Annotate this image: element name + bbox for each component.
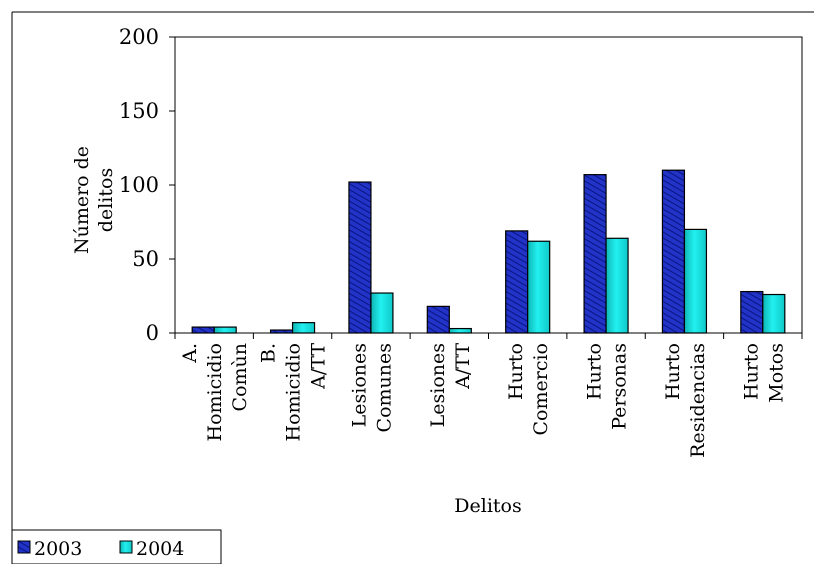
bar-2003-4: [505, 230, 529, 334]
x-tick-label-line: Comunes: [373, 343, 395, 432]
x-tick-label-line: Personas: [609, 343, 631, 430]
x-tick-label-line: Motos: [765, 343, 787, 403]
bar-2004-6: [683, 228, 708, 334]
x-tick-label-line: Homicidio: [204, 343, 226, 442]
bar-2004-3: [448, 327, 472, 334]
bar-2003-2: [348, 181, 372, 334]
plot-area: [174, 36, 803, 334]
x-tick-label-line: B.: [258, 343, 280, 363]
bar-2003-7: [740, 290, 764, 334]
x-tick-label-line: A/TT: [452, 343, 474, 390]
bar-2003-1: [269, 329, 294, 334]
y-tick-label: 200: [119, 25, 159, 49]
x-tick-label: Hurto Residencias: [662, 343, 709, 458]
x-tick-label-line: Homicidio: [283, 343, 305, 442]
bar-2004-7: [762, 293, 786, 334]
legend: 2003 2004: [11, 529, 222, 564]
y-tick-label: 150: [119, 99, 159, 123]
x-tick-label-line: Lesiones: [427, 343, 449, 427]
x-tick-label-line: Hurto: [662, 343, 684, 400]
y-tick-label: 50: [132, 247, 159, 271]
y-axis: 0 50 100 150 200: [119, 25, 175, 345]
bar-2004-0: [213, 326, 237, 334]
y-tick-label: 100: [119, 173, 159, 197]
x-tick-label-line: Hurto: [505, 343, 527, 400]
x-tick-label: A. Homicidio Comùn: [179, 343, 251, 442]
bar-2003-3: [426, 305, 450, 334]
x-tick-label: Hurto Personas: [584, 343, 631, 430]
legend-box: [11, 529, 222, 564]
bar-2004-1: [291, 322, 316, 334]
x-tick-label-line: A/TT: [308, 343, 330, 390]
x-tick-label-line: Residencias: [687, 343, 709, 458]
legend-label-2004: 2004: [136, 538, 184, 560]
x-tick-label: Lesiones A/TT: [427, 343, 474, 428]
x-tick-label: Lesiones Comunes: [348, 343, 395, 432]
legend-swatch-2003: [17, 540, 31, 554]
x-tick-label: Hurto Comercio: [505, 343, 552, 435]
bar-2004-4: [527, 240, 551, 334]
x-axis-title: Delitos: [454, 495, 521, 517]
x-axis: A. Homicidio Comùn B. Homicidio A/TT Lesiones C…: [174, 333, 803, 458]
y-tick-label: 0: [146, 321, 159, 345]
legend-swatch-2004: [119, 540, 133, 554]
x-tick-label-line: Comercio: [530, 343, 552, 435]
x-tick-label-line: Hurto: [584, 343, 606, 400]
bar-2004-2: [370, 292, 394, 334]
x-tick-label-line: Hurto: [740, 343, 762, 400]
x-tick-label: B. Homicidio A/TT: [258, 343, 330, 442]
x-tick-label-line: Lesiones: [348, 343, 370, 427]
bar-2003-6: [661, 169, 686, 334]
y-axis-title-line: Número de: [71, 146, 93, 254]
x-tick-label: Hurto Motos: [740, 343, 787, 403]
y-axis-title: Número de delitos: [71, 146, 117, 254]
legend-label-2003: 2003: [34, 538, 82, 560]
y-axis-title-line: delitos: [95, 168, 117, 232]
x-tick-label-line: A.: [179, 343, 201, 364]
bar-2003-5: [583, 174, 607, 334]
bar-2003-0: [191, 326, 215, 334]
x-tick-label-line: Comùn: [229, 343, 251, 411]
bar-2004-5: [605, 237, 629, 334]
bar-series: [191, 169, 786, 334]
